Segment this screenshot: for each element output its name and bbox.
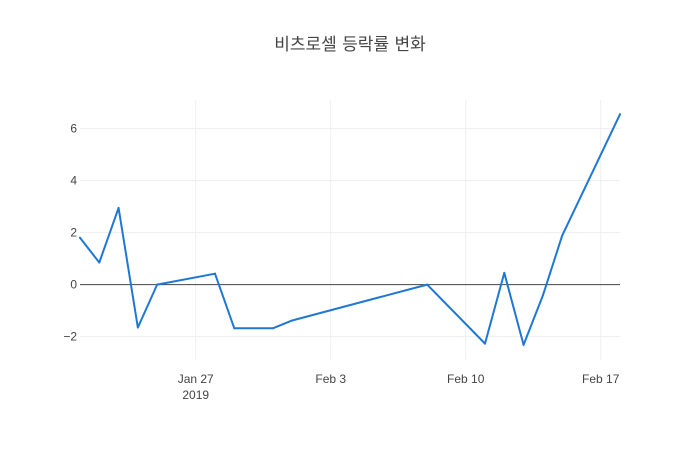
- x-axis-ticks: Jan 27 2019 Feb 3 Feb 10 Feb 17: [178, 372, 620, 402]
- x-tick-label: Feb 17: [582, 372, 620, 386]
- data-point: [136, 326, 139, 329]
- chart-title: 비츠로셀 등락률 변화: [274, 35, 426, 55]
- data-point: [117, 206, 120, 209]
- data-point: [233, 327, 236, 330]
- x-tick-sublabel: 2019: [182, 388, 209, 402]
- data-point: [291, 319, 294, 322]
- data-point: [561, 234, 564, 237]
- data-point: [214, 272, 216, 275]
- data-point: [522, 343, 525, 346]
- x-tick-label: Feb 3: [315, 372, 346, 386]
- x-tick-label: Feb 10: [447, 372, 485, 386]
- data-point: [98, 261, 101, 264]
- y-tick-label: 4: [70, 174, 77, 188]
- data-point: [156, 283, 159, 286]
- y-tick-label: 0: [70, 278, 77, 292]
- data-point: [503, 271, 506, 274]
- data-point: [79, 236, 81, 239]
- y-tick-label: −2: [63, 330, 77, 344]
- y-tick-label: 2: [70, 226, 77, 240]
- data-point: [541, 294, 544, 297]
- x-gridlines: [195, 100, 602, 360]
- series-group: [79, 113, 621, 346]
- data-point: [484, 342, 486, 345]
- series-line: [79, 113, 621, 346]
- data-point: [619, 113, 621, 116]
- data-point: [271, 327, 274, 330]
- y-gridlines: [80, 128, 620, 338]
- data-point: [426, 283, 429, 286]
- x-tick-label: Jan 27: [178, 372, 214, 386]
- y-axis-ticks: −2 0 2 4 6: [63, 122, 77, 344]
- y-tick-label: 6: [70, 122, 77, 136]
